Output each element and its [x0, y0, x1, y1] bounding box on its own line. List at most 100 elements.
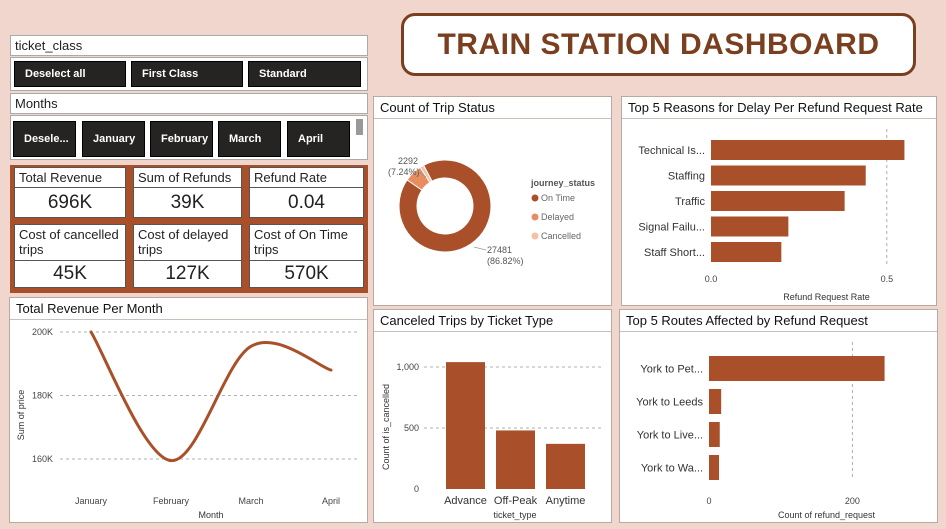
ontime-data-label-value: 27481: [487, 245, 512, 255]
ontime-data-label-pct: (86.82%): [487, 256, 524, 266]
x-axis-title: Refund Request Rate: [783, 292, 870, 302]
canceled-trips-title: Canceled Trips by Ticket Type: [374, 310, 611, 332]
refund-rate-label: Refund Rate: [250, 168, 363, 188]
trip-status-title: Count of Trip Status: [374, 97, 611, 119]
revenue-line: [89, 330, 333, 463]
cost-delayed-card: Cost of delayed trips 127K: [133, 224, 242, 288]
category-label-0: York to Pet...: [640, 364, 703, 376]
y-tick-label-1: 500: [404, 423, 419, 433]
legend-title: journey_status: [530, 178, 595, 188]
ticket-class-slicer-title: ticket_class: [10, 35, 368, 56]
legend-marker-on-time: [531, 194, 539, 202]
revenue-month-chart: 160K 180K 200K January February March April Mon…: [16, 327, 360, 520]
delayed-label-leader: [417, 170, 427, 178]
sum-refunds-label: Sum of Refunds: [134, 168, 241, 188]
bar-3: [711, 216, 789, 237]
cost-delayed-label: Cost of delayed trips: [134, 225, 241, 261]
x-tick-label-0: January: [75, 496, 108, 506]
sum-refunds-card: Sum of Refunds 39K: [133, 167, 242, 218]
donut-slice-cancelled: [419, 164, 433, 184]
january-button[interactable]: January: [82, 121, 145, 157]
first-class-button[interactable]: First Class: [131, 61, 243, 87]
category-label-2: Traffic: [675, 196, 705, 208]
donut-slice-on-time: [398, 159, 492, 253]
refund-rate-value: 0.04: [288, 192, 325, 213]
category-label-3: Signal Failu...: [638, 222, 705, 234]
total-revenue-label: Total Revenue: [15, 168, 125, 188]
april-button[interactable]: April: [287, 121, 350, 157]
x-tick-label-1: February: [153, 496, 190, 506]
x-tick-label-0: 0: [706, 496, 711, 506]
delay-reasons-chart: 0.0 0.5 Technical Is... Staffing Traffic Sign…: [638, 129, 905, 302]
legend-label-cancelled: Cancelled: [541, 231, 581, 241]
standard-button[interactable]: Standard: [248, 61, 361, 87]
routes-refund-chart: 0 200 York to Pet... York to Leeds York to L…: [636, 342, 885, 520]
bar-2: [709, 422, 720, 447]
bar-3: [709, 455, 720, 480]
delay-reasons-panel: Top 5 Reasons for Delay Per Refund Reque…: [621, 96, 937, 306]
category-label-2: York to Live...: [637, 430, 703, 442]
total-revenue-value: 696K: [47, 192, 93, 213]
trip-status-panel: Count of Trip Status 2292 (7.24%) 27481 (86…: [373, 96, 612, 306]
y-tick-label-0: 0: [414, 484, 419, 494]
y-axis-title: Sum of price: [16, 390, 26, 441]
months-deselect-button[interactable]: Desele...: [13, 121, 76, 157]
category-label-3: York to Wa...: [641, 463, 703, 475]
march-button[interactable]: March: [218, 121, 281, 157]
february-button[interactable]: February: [150, 121, 213, 157]
revenue-month-panel: Total Revenue Per Month 160K 180K 200K Janu…: [9, 297, 368, 523]
cost-ontime-label: Cost of On Time trips: [250, 225, 363, 261]
trip-status-donut-chart: 2292(7.24%) 27481(86.82%) journey_status On…: [388, 156, 595, 266]
cost-delayed-value: 127K: [165, 263, 210, 284]
x-tick-label-1: 200: [845, 496, 860, 506]
bar-1: [711, 165, 866, 186]
cost-ontime-card: Cost of On Time trips 570K: [249, 224, 364, 288]
dashboard-title-box: TRAIN STATION DASHBOARD: [401, 13, 916, 76]
x-axis-title: ticket_type: [493, 510, 536, 520]
cost-cancelled-label: Cost of cancelled trips: [15, 225, 125, 261]
x-tick-label-1: Off-Peak: [494, 495, 538, 507]
canceled-trips-chart: 0 500 1,000 Advance Off-Peak Anytime ticket_ty…: [381, 362, 604, 520]
y-tick-label-2: 200K: [32, 327, 53, 337]
delay-reasons-title: Top 5 Reasons for Delay Per Refund Reque…: [622, 97, 936, 119]
deselect-all-button[interactable]: Deselect all: [14, 61, 126, 87]
y-tick-label-1: 180K: [32, 391, 53, 401]
x-axis-title: Count of refund_request: [778, 510, 876, 520]
bar-off-peak: [496, 430, 535, 489]
y-tick-label-0: 160K: [32, 454, 53, 464]
legend-label-on-time: On Time: [541, 193, 575, 203]
x-tick-label-0: Advance: [444, 495, 487, 507]
sum-refunds-value: 39K: [170, 192, 205, 213]
cost-cancelled-value: 45K: [53, 263, 87, 284]
bar-0: [711, 140, 905, 160]
total-revenue-card: Total Revenue 696K: [14, 167, 126, 218]
kpi-container: Total Revenue 696K Sum of Refunds 39K Re…: [10, 165, 368, 293]
months-scrollbar[interactable]: [356, 119, 363, 135]
refund-rate-card: Refund Rate 0.04: [249, 167, 364, 218]
legend-marker-delayed: [531, 213, 539, 221]
x-axis-title: Month: [198, 510, 223, 520]
x-tick-label-2: Anytime: [546, 495, 586, 507]
bar-0: [709, 356, 885, 381]
ontime-label-leader: [473, 246, 487, 251]
delayed-data-label-value: 2292: [398, 156, 418, 166]
category-label-1: Staffing: [668, 171, 705, 183]
bar-advance: [446, 362, 485, 489]
category-label-4: Staff Short...: [644, 247, 705, 259]
bar-2: [711, 191, 845, 211]
months-slicer-title: Months: [10, 93, 368, 114]
cost-cancelled-card: Cost of cancelled trips 45K: [14, 224, 126, 288]
x-tick-label-1: 0.5: [881, 274, 894, 284]
x-tick-label-2: March: [238, 496, 263, 506]
routes-refund-title: Top 5 Routes Affected by Refund Request: [620, 310, 937, 332]
bar-anytime: [546, 443, 585, 489]
x-tick-label-0: 0.0: [705, 274, 718, 284]
legend-marker-cancelled: [531, 232, 539, 240]
cost-ontime-value: 570K: [284, 263, 329, 284]
y-axis-title: Count of is_cancelled: [381, 384, 391, 470]
category-label-1: York to Leeds: [636, 397, 703, 409]
delayed-data-label-pct: (7.24%): [388, 167, 420, 177]
dashboard-title: TRAIN STATION DASHBOARD: [437, 27, 880, 61]
y-tick-label-2: 1,000: [396, 362, 419, 372]
routes-refund-panel: Top 5 Routes Affected by Refund Request …: [619, 309, 938, 523]
